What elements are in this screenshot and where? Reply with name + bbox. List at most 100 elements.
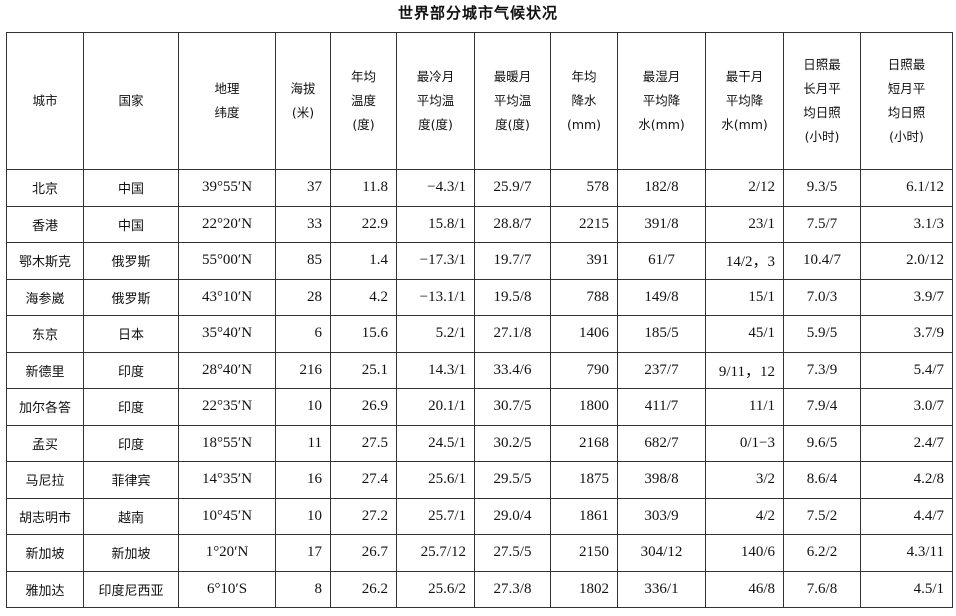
table-cell: 23/1 <box>705 205 784 243</box>
country-cell: 越南 <box>83 497 179 535</box>
table-cell: 27.4 <box>330 461 397 499</box>
table-cell: 25.7/12 <box>396 534 475 572</box>
column-header: 国家 <box>83 32 179 170</box>
table-cell: 19.7/7 <box>474 242 551 280</box>
table-cell: 3.0/7 <box>860 388 953 426</box>
table-cell: 25.1 <box>330 351 397 389</box>
table-cell: 27.3/8 <box>474 570 551 608</box>
table-cell: 5.9/5 <box>783 315 861 353</box>
table-cell: −17.3/1 <box>396 242 475 280</box>
table-cell: 29.5/5 <box>474 461 551 499</box>
table-cell: 24.5/1 <box>396 424 475 462</box>
country-cell: 日本 <box>83 315 179 353</box>
table-cell: 5.4/7 <box>860 351 953 389</box>
table-cell: 7.3/9 <box>783 351 861 389</box>
country-cell: 新加坡 <box>83 534 179 572</box>
column-header: 最湿月 平均降 水(mm) <box>617 32 706 170</box>
table-cell: 27.2 <box>330 497 397 535</box>
table-cell: 55°00′N <box>178 242 276 280</box>
city-cell: 新德里 <box>6 351 84 389</box>
table-row: 香港 中国 22°20′N 33 22.9 15.8/1 28.8/7 2215 391/8 23… <box>6 205 953 243</box>
table-cell: 1800 <box>550 388 618 426</box>
table-cell: 7.5/2 <box>783 497 861 535</box>
table-cell: 11.8 <box>330 169 397 207</box>
table-cell: 304/12 <box>617 534 706 572</box>
column-header: 最暖月 平均温 度(度) <box>474 32 551 170</box>
table-cell: 85 <box>275 242 331 280</box>
table-cell: 391 <box>550 242 618 280</box>
table-cell: 185/5 <box>617 315 706 353</box>
table-cell: 411/7 <box>617 388 706 426</box>
table-row: 东京 日本 35°40′N 6 15.6 5.2/1 27.1/8 1406 185/5 45/1… <box>6 315 953 353</box>
table-cell: 2168 <box>550 424 618 462</box>
table-cell: 8 <box>275 570 331 608</box>
table-title: 世界部分城市气候状况 <box>397 4 558 22</box>
table-cell: 9.6/5 <box>783 424 861 462</box>
table-cell: −4.3/1 <box>396 169 475 207</box>
table-cell: 2150 <box>550 534 618 572</box>
table-cell: 3.1/3 <box>860 205 953 243</box>
table-cell: 7.6/8 <box>783 570 861 608</box>
column-header: 年均 降水 (mm) <box>550 32 618 170</box>
table-cell: 14°35′N <box>178 461 276 499</box>
table-cell: 4/2 <box>705 497 784 535</box>
table-cell: 1875 <box>550 461 618 499</box>
column-header: 日照最 短月平 均日照 (小时) <box>860 32 953 170</box>
table-cell: 140/6 <box>705 534 784 572</box>
table-cell: 182/8 <box>617 169 706 207</box>
table-cell: 37 <box>275 169 331 207</box>
table-cell: −13.1/1 <box>396 278 475 316</box>
table-cell: 45/1 <box>705 315 784 353</box>
table-cell: 18°55′N <box>178 424 276 462</box>
table-cell: 4.4/7 <box>860 497 953 535</box>
table-cell: 216 <box>275 351 331 389</box>
table-cell: 25.9/7 <box>474 169 551 207</box>
table-cell: 10 <box>275 497 331 535</box>
country-cell: 俄罗斯 <box>83 242 179 280</box>
table-cell: 788 <box>550 278 618 316</box>
table-cell: 39°55′N <box>178 169 276 207</box>
table-cell: 1861 <box>550 497 618 535</box>
table-cell: 35°40′N <box>178 315 276 353</box>
column-header: 海拔 (米) <box>275 32 331 170</box>
table-cell: 790 <box>550 351 618 389</box>
table-cell: 2215 <box>550 205 618 243</box>
city-cell: 新加坡 <box>6 534 84 572</box>
table-cell: 398/8 <box>617 461 706 499</box>
table-cell: 30.2/5 <box>474 424 551 462</box>
table-row: 海参崴 俄罗斯 43°10′N 28 4.2 −13.1/1 19.5/8 788 149/8 1… <box>6 278 953 316</box>
table-cell: 25.6/2 <box>396 570 475 608</box>
table-cell: 3/2 <box>705 461 784 499</box>
table-row: 马尼拉 菲律宾 14°35′N 16 27.4 25.6/1 29.5/5 1875 398/8… <box>6 461 953 499</box>
table-cell: 26.2 <box>330 570 397 608</box>
city-cell: 雅加达 <box>6 570 84 608</box>
table-cell: 14.3/1 <box>396 351 475 389</box>
table-cell: 11 <box>275 424 331 462</box>
table-cell: 28.8/7 <box>474 205 551 243</box>
table-cell: 19.5/8 <box>474 278 551 316</box>
table-cell: 4.5/1 <box>860 570 953 608</box>
column-header: 年均 温度 (度) <box>330 32 397 170</box>
table-cell: 2.0/12 <box>860 242 953 280</box>
table-cell: 27.5/5 <box>474 534 551 572</box>
city-cell: 孟买 <box>6 424 84 462</box>
table-cell: 682/7 <box>617 424 706 462</box>
city-cell: 东京 <box>6 315 84 353</box>
table-cell: 578 <box>550 169 618 207</box>
table-cell: 303/9 <box>617 497 706 535</box>
table-cell: 30.7/5 <box>474 388 551 426</box>
table-cell: 28°40′N <box>178 351 276 389</box>
table-cell: 33.4/6 <box>474 351 551 389</box>
table-cell: 16 <box>275 461 331 499</box>
table-cell: 1406 <box>550 315 618 353</box>
table-cell: 6.1/12 <box>860 169 953 207</box>
table-cell: 27.5 <box>330 424 397 462</box>
table-row: 新加坡 新加坡 1°20′N 17 26.7 25.7/12 27.5/5 2150 304/1… <box>6 534 953 572</box>
table-cell: 336/1 <box>617 570 706 608</box>
table-cell: 26.9 <box>330 388 397 426</box>
table-cell: 26.7 <box>330 534 397 572</box>
country-cell: 印度 <box>83 351 179 389</box>
table-cell: 4.2/8 <box>860 461 953 499</box>
table-cell: 149/8 <box>617 278 706 316</box>
table-cell: 7.5/7 <box>783 205 861 243</box>
